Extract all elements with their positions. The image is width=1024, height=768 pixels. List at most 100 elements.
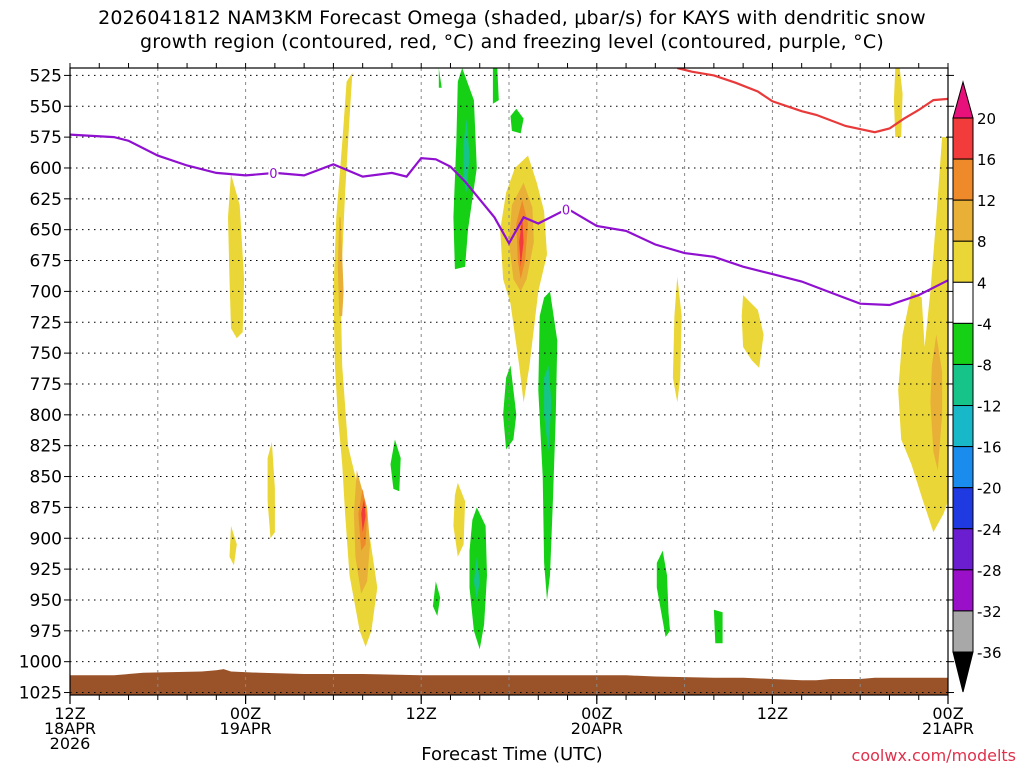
- colorbar-label: 16: [977, 151, 996, 169]
- colorbar-label: -12: [977, 398, 1002, 416]
- omega-region-22: [438, 68, 442, 88]
- x-tick-label: 12Z: [54, 704, 85, 723]
- omega-shading: [228, 68, 948, 650]
- chart-title: 2026041812 NAM3KM Forecast Omega (shaded…: [0, 6, 1024, 54]
- omega-region-12: [453, 482, 466, 557]
- y-tick-label: 575: [30, 128, 62, 148]
- colorbar-bin: [952, 158, 974, 201]
- colorbar: 20 16 12 8 4 -4 -8 -12 -16 -20 -24 -28 -32 -36: [952, 80, 1002, 693]
- colorbar-bin: [952, 117, 974, 160]
- colorbar-under-triangle: [952, 651, 974, 693]
- colorbar-bin: [952, 363, 974, 407]
- y-tick-label: 950: [30, 591, 62, 611]
- title-line-2: growth region (contoured, red, °C) and f…: [140, 31, 884, 53]
- colorbar-label: -28: [977, 562, 1002, 580]
- y-axis: 525 550 575 600 625 650 675 700 725 750 775 800 825 8…: [19, 66, 954, 704]
- colorbar-label: -16: [977, 439, 1002, 457]
- colorbar-bin: [952, 446, 974, 489]
- omega-region-24: [544, 365, 552, 452]
- grid-lines: [70, 68, 948, 695]
- y-tick-label: 775: [30, 375, 62, 395]
- y-tick-label: 800: [30, 406, 62, 426]
- x-tick-label: 00Z: [230, 704, 261, 723]
- omega-region-26: [390, 439, 401, 492]
- omega-region-29: [432, 581, 441, 616]
- x-tick-label: 12Z: [757, 704, 788, 723]
- y-tick-label: 1000: [19, 653, 62, 673]
- colorbar-bin: [952, 240, 974, 283]
- omega-region-31: [713, 609, 723, 644]
- freezing-label-bg: [268, 166, 279, 180]
- y-tick-label: 650: [30, 221, 62, 241]
- omega-region-7: [229, 525, 237, 566]
- terrain-surface: [70, 669, 948, 695]
- y-tick-label: 900: [30, 529, 62, 549]
- colorbar-label: 12: [977, 192, 996, 210]
- x-tick-label: 19APR: [220, 719, 272, 738]
- freezing-level-label: 0: [269, 167, 277, 182]
- colorbar-label: -4: [977, 315, 992, 333]
- omega-region-14: [741, 295, 764, 368]
- colorbar-bin: [952, 199, 974, 242]
- x-axis-label: Forecast Time (UTC): [421, 744, 603, 765]
- y-tick-label: 525: [30, 66, 62, 86]
- x-tick-label: 18APR: [44, 719, 96, 738]
- freezing-level-label: 0: [562, 203, 570, 218]
- x-tick-label: 21APR: [922, 719, 974, 738]
- y-tick-label: 725: [30, 313, 62, 333]
- freezing-label-bg: [561, 202, 572, 216]
- x-tick-label: 2026: [50, 734, 91, 753]
- colorbar-label: 8: [977, 233, 987, 251]
- contour-lines: 00: [70, 68, 948, 307]
- omega-region-19: [463, 118, 470, 193]
- colorbar-bin: [952, 528, 974, 571]
- y-tick-label: 975: [30, 622, 62, 642]
- colorbar-label: -8: [977, 356, 992, 374]
- colorbar-bin: [952, 487, 974, 530]
- colorbar-bin: [952, 569, 974, 612]
- omega-region-16: [898, 137, 948, 533]
- terrain-fill: [70, 669, 948, 695]
- x-tick-label: 00Z: [581, 704, 612, 723]
- colorbar-over-triangle: [952, 80, 974, 119]
- omega-region-0: [333, 72, 378, 647]
- y-tick-label: 600: [30, 159, 62, 179]
- y-tick-label: 875: [30, 498, 62, 518]
- colorbar-label: -24: [977, 521, 1002, 539]
- omega-region-28: [473, 556, 480, 600]
- omega-region-15: [893, 68, 903, 138]
- omega-region-11: [519, 217, 524, 267]
- colorbar-label: -20: [977, 480, 1002, 498]
- omega-region-21: [510, 108, 524, 134]
- x-tick-label: 12Z: [406, 704, 437, 723]
- dgz-contour: [677, 68, 948, 134]
- colorbar-bin: [952, 610, 974, 653]
- title-line-1: 2026041812 NAM3KM Forecast Omega (shaded…: [98, 7, 926, 29]
- colorbar-label: 20: [977, 110, 996, 128]
- omega-region-5: [228, 174, 245, 339]
- credit-link[interactable]: coolwx.com/modelts: [851, 746, 1016, 765]
- y-tick-label: 625: [30, 190, 62, 210]
- y-tick-label: 550: [30, 97, 62, 117]
- colorbar-label: -32: [977, 603, 1002, 621]
- x-tick-label: 20APR: [571, 719, 623, 738]
- omega-region-17: [930, 334, 943, 471]
- omega-region-1: [337, 217, 344, 317]
- omega-region-30: [656, 550, 670, 637]
- y-tick-label: 825: [30, 437, 62, 457]
- y-tick-label: 925: [30, 560, 62, 580]
- y-tick-label: 675: [30, 252, 62, 272]
- colorbar-label: 4: [977, 274, 987, 292]
- omega-region-20: [492, 68, 499, 104]
- omega-region-6: [267, 442, 275, 539]
- omega-region-25: [503, 365, 517, 450]
- y-tick-label: 750: [30, 344, 62, 364]
- colorbar-label: -36: [977, 644, 1002, 662]
- colorbar-bin: [952, 281, 974, 324]
- y-tick-label: 1025: [19, 684, 62, 704]
- y-tick-label: 850: [30, 468, 62, 488]
- y-tick-label: 700: [30, 282, 62, 302]
- colorbar-bin: [952, 405, 974, 448]
